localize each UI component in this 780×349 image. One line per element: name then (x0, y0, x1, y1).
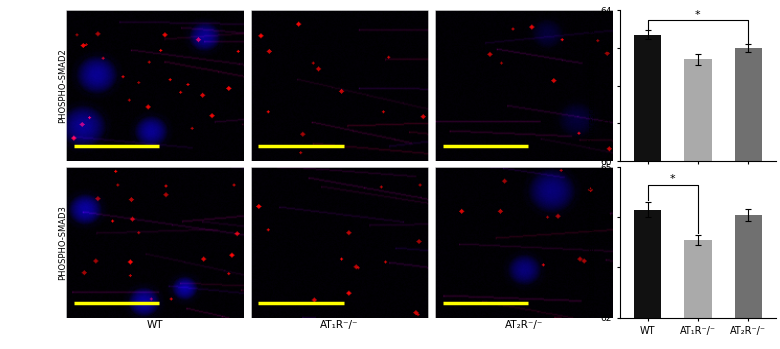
Y-axis label: PHOSPHO-SMAD2: PHOSPHO-SMAD2 (58, 49, 66, 123)
Text: *: * (695, 9, 700, 20)
Bar (633, 210, 661, 318)
X-axis label: WT: WT (147, 320, 163, 331)
X-axis label: AT₁R⁻/⁻: AT₁R⁻/⁻ (321, 320, 359, 331)
Bar (684, 59, 712, 161)
Y-axis label: PHOSPHO-SMAD3: PHOSPHO-SMAD3 (58, 205, 66, 280)
Y-axis label: Fluorescence Arbitrary Units: Fluorescence Arbitrary Units (588, 185, 597, 299)
Text: *: * (670, 174, 675, 184)
Bar (735, 48, 762, 161)
Bar (633, 35, 661, 161)
Bar (735, 215, 762, 318)
X-axis label: AT₂R⁻/⁻: AT₂R⁻/⁻ (505, 320, 544, 331)
Bar (684, 240, 712, 318)
Y-axis label: Fluorescence Arbitrary Units: Fluorescence Arbitrary Units (588, 29, 597, 143)
